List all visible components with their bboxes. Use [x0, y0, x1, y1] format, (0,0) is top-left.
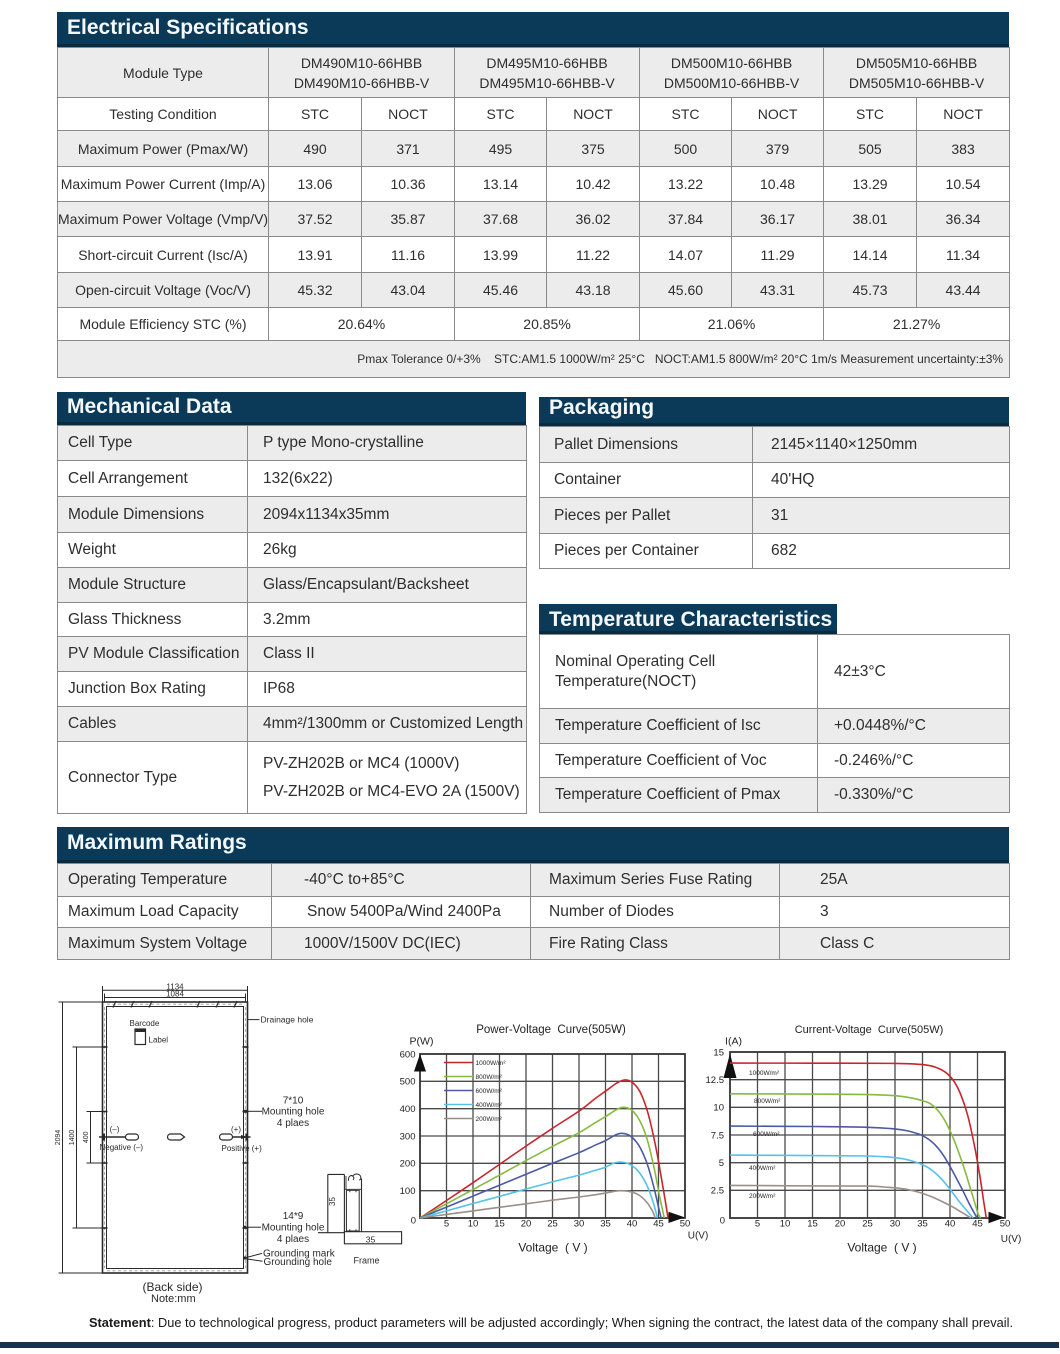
svg-text:5: 5 — [719, 1158, 724, 1169]
svg-text:Voltage ( V ): Voltage ( V ) — [518, 1241, 587, 1255]
svg-text:0: 0 — [411, 1216, 416, 1227]
svg-text:200: 200 — [400, 1159, 416, 1170]
svg-text:(–): (–) — [110, 1125, 120, 1134]
svg-text:30: 30 — [574, 1218, 585, 1229]
svg-text:1000W/m²: 1000W/m² — [476, 1060, 507, 1067]
svg-text:45: 45 — [972, 1218, 983, 1229]
svg-text:Mounting hole: Mounting hole — [262, 1223, 325, 1234]
svg-text:50: 50 — [680, 1218, 691, 1229]
svg-text:U(V): U(V) — [688, 1231, 709, 1242]
svg-text:Grounding hole: Grounding hole — [264, 1257, 333, 1268]
svg-text:30: 30 — [890, 1218, 901, 1229]
svg-text:600W/m²: 600W/m² — [753, 1131, 780, 1138]
svg-text:20: 20 — [521, 1218, 532, 1229]
svg-text:U(V): U(V) — [1001, 1234, 1022, 1245]
svg-text:Voltage ( V ): Voltage ( V ) — [847, 1241, 916, 1255]
svg-text:1400: 1400 — [69, 1130, 76, 1146]
svg-text:12.5: 12.5 — [706, 1075, 725, 1086]
svg-text:15: 15 — [494, 1218, 505, 1229]
svg-text:35: 35 — [328, 1197, 337, 1206]
svg-text:400: 400 — [400, 1104, 416, 1115]
svg-text:5: 5 — [755, 1218, 760, 1229]
svg-text:Negative (–): Negative (–) — [100, 1143, 144, 1152]
svg-text:15: 15 — [807, 1218, 818, 1229]
svg-text:(Back side): (Back side) — [143, 1280, 203, 1294]
svg-text:400W/m²: 400W/m² — [476, 1102, 503, 1109]
svg-text:Note:mm: Note:mm — [151, 1293, 196, 1305]
svg-text:500: 500 — [400, 1077, 416, 1088]
svg-text:800W/m²: 800W/m² — [476, 1074, 503, 1081]
svg-text:1134: 1134 — [166, 983, 184, 992]
svg-text:10: 10 — [713, 1103, 724, 1114]
svg-text:1084: 1084 — [166, 990, 184, 999]
svg-text:0: 0 — [720, 1216, 725, 1227]
svg-text:100: 100 — [400, 1186, 416, 1197]
svg-text:Frame: Frame — [354, 1256, 380, 1266]
svg-text:Positive (+): Positive (+) — [222, 1144, 263, 1153]
svg-text:Barcode: Barcode — [130, 1019, 160, 1028]
svg-text:200W/m²: 200W/m² — [476, 1116, 503, 1123]
svg-text:15: 15 — [713, 1047, 724, 1058]
svg-text:P(W): P(W) — [410, 1036, 434, 1048]
svg-text:(+): (+) — [231, 1125, 241, 1134]
svg-text:300: 300 — [400, 1131, 416, 1142]
svg-text:50: 50 — [1000, 1218, 1011, 1229]
svg-text:Mounting hole: Mounting hole — [262, 1107, 325, 1118]
svg-text:Drainage hole: Drainage hole — [261, 1015, 314, 1025]
svg-text:14*9: 14*9 — [283, 1211, 304, 1222]
svg-text:40: 40 — [945, 1218, 956, 1229]
svg-text:5: 5 — [444, 1218, 449, 1229]
svg-text:25: 25 — [862, 1218, 873, 1229]
svg-text:2.5: 2.5 — [711, 1186, 724, 1197]
svg-text:400: 400 — [83, 1131, 90, 1143]
svg-text:Label: Label — [149, 1036, 169, 1045]
svg-text:35: 35 — [366, 1235, 376, 1245]
svg-text:Current-Voltage Curve(505W): Current-Voltage Curve(505W) — [795, 1024, 944, 1036]
svg-text:600: 600 — [400, 1049, 416, 1060]
svg-text:7.5: 7.5 — [711, 1130, 724, 1141]
svg-text:Power-Voltage Curve(505W): Power-Voltage Curve(505W) — [476, 1024, 626, 1036]
svg-text:Grounding mark: Grounding mark — [263, 1249, 336, 1260]
svg-text:40: 40 — [627, 1218, 638, 1229]
svg-text:10: 10 — [468, 1218, 479, 1229]
svg-text:4 plaes: 4 plaes — [277, 1118, 309, 1129]
svg-text:7*10: 7*10 — [283, 1095, 304, 1106]
svg-text:800W/m²: 800W/m² — [754, 1098, 781, 1105]
svg-text:2094: 2094 — [55, 1130, 62, 1146]
svg-text:20: 20 — [835, 1218, 846, 1229]
svg-text:I(A): I(A) — [725, 1036, 742, 1048]
svg-text:10: 10 — [780, 1218, 791, 1229]
svg-text:35: 35 — [600, 1218, 611, 1229]
svg-text:1000W/m²: 1000W/m² — [749, 1070, 780, 1077]
svg-text:600W/m²: 600W/m² — [476, 1088, 503, 1095]
svg-text:4 plaes: 4 plaes — [277, 1234, 309, 1245]
svg-text:35: 35 — [917, 1218, 928, 1229]
svg-text:45: 45 — [653, 1218, 664, 1229]
svg-text:200W/m²: 200W/m² — [749, 1193, 776, 1200]
svg-text:400W/m²: 400W/m² — [749, 1165, 776, 1172]
svg-text:25: 25 — [547, 1218, 558, 1229]
